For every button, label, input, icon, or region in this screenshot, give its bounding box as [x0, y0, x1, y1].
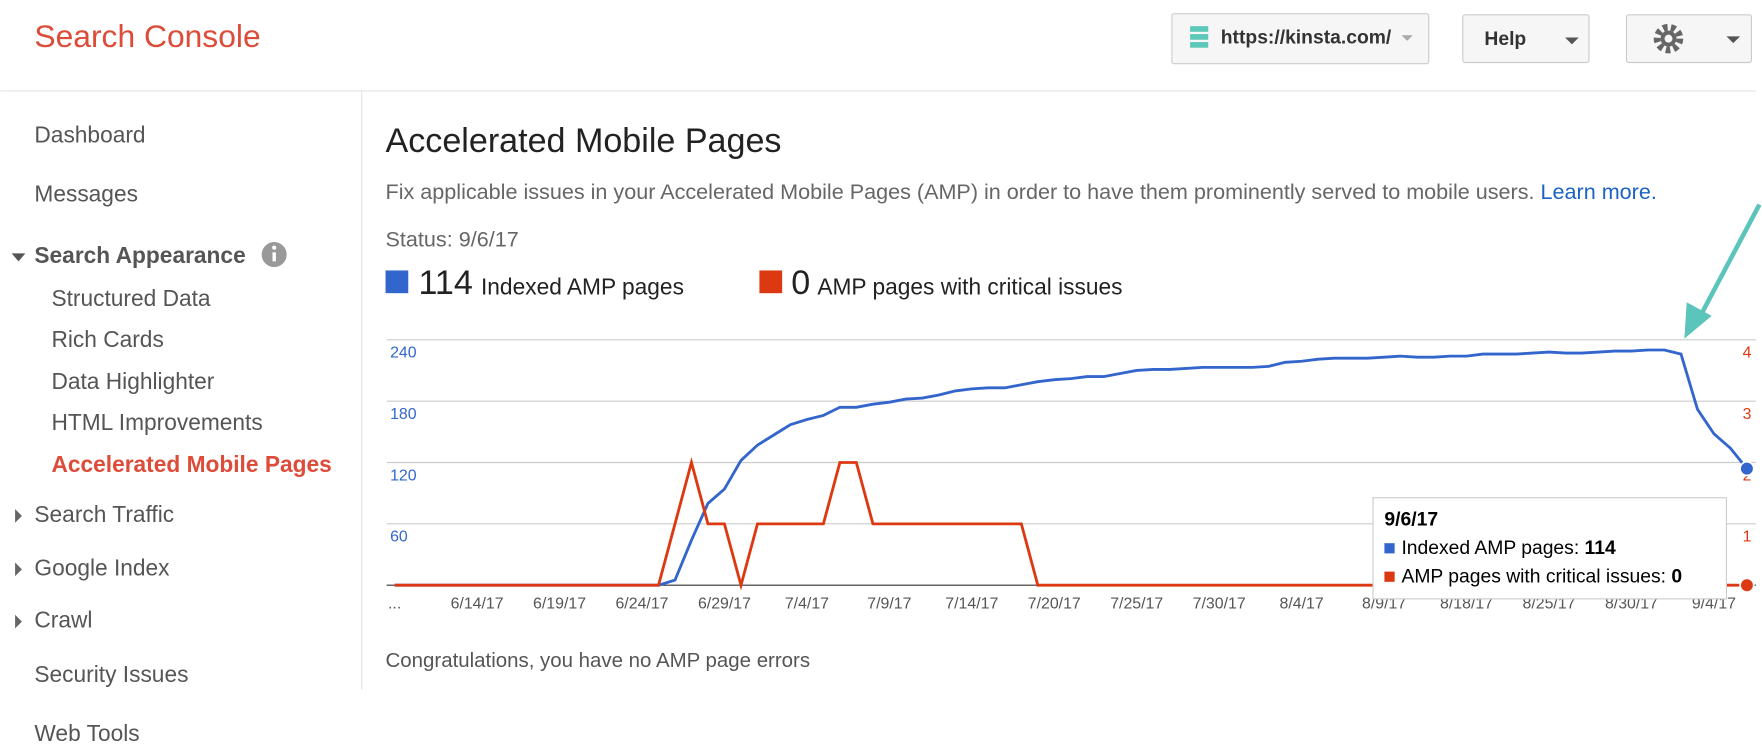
highlight-point — [1739, 577, 1755, 593]
nav-subitem-active[interactable]: Accelerated Mobile Pages — [51, 451, 331, 477]
legend-swatch — [759, 270, 783, 294]
tooltip-label: Indexed AMP pages: — [1401, 538, 1579, 559]
nav-item[interactable]: Messages — [34, 180, 138, 206]
y-tick-label: 180 — [390, 406, 417, 423]
x-tick-label: 7/25/17 — [1110, 596, 1163, 613]
tooltip-value: 0 — [1671, 566, 1682, 587]
nav-item[interactable]: Google Index — [34, 554, 170, 580]
annotation-arrow — [1684, 203, 1762, 339]
y-tick-label: 240 — [390, 345, 417, 362]
nav-item[interactable]: Security Issues — [34, 661, 188, 687]
description-text: Fix applicable issues in your Accelerate… — [386, 179, 1535, 204]
x-tick-label: ... — [388, 596, 401, 613]
x-tick-label: 9/4/17 — [1692, 596, 1736, 613]
legend-swatch — [385, 270, 409, 294]
x-tick-label: 8/30/17 — [1605, 596, 1658, 613]
nav-item[interactable]: Crawl — [34, 607, 92, 633]
info-icon[interactable] — [261, 242, 287, 268]
tooltip-swatch — [1384, 571, 1395, 582]
help-label: Help — [1484, 29, 1526, 50]
nav-item[interactable]: Dashboard — [34, 121, 145, 147]
site-url: https://kinsta.com/ — [1221, 28, 1392, 49]
settings-button[interactable] — [1625, 14, 1753, 64]
x-tick-label: 8/9/17 — [1362, 596, 1406, 613]
highlight-point — [1739, 460, 1755, 477]
page-title: Accelerated Mobile Pages — [386, 122, 782, 160]
tooltip-swatch — [1384, 543, 1395, 554]
help-button[interactable]: Help — [1462, 14, 1590, 64]
x-tick-label: 8/18/17 — [1440, 596, 1493, 613]
tooltip-value: 114 — [1585, 538, 1616, 559]
nav-subitem[interactable]: Data Highlighter — [51, 368, 214, 394]
summary-label: AMP pages with critical issues — [817, 274, 1122, 300]
tooltip-row: AMP pages with critical issues: 0 — [1401, 566, 1682, 587]
x-tick-label: 6/19/17 — [533, 596, 586, 613]
status: Status: 9/6/17 — [386, 227, 519, 252]
x-tick-label: 8/25/17 — [1522, 596, 1575, 613]
nav-subitem[interactable]: Structured Data — [51, 285, 210, 311]
nav-subitem[interactable]: Rich Cards — [51, 326, 163, 352]
nav-section[interactable]: Search Appearance — [34, 242, 245, 268]
site-selector[interactable]: https://kinsta.com/ — [1171, 13, 1430, 65]
note: Congratulations, you have no AMP page er… — [386, 649, 811, 672]
nav-item[interactable]: Search Traffic — [34, 501, 174, 527]
summary-value: 0 — [791, 264, 810, 302]
x-tick-label: 6/29/17 — [698, 596, 751, 613]
tooltip-label: AMP pages with critical issues: — [1401, 566, 1666, 587]
y-tick-label: 120 — [390, 467, 417, 484]
learn-more-link[interactable]: Learn more. — [1541, 179, 1657, 204]
y2-tick-label: 1 — [1743, 529, 1752, 546]
x-tick-label: 8/4/17 — [1280, 596, 1324, 613]
summary-label: Indexed AMP pages — [481, 274, 684, 300]
x-tick-label: 7/9/17 — [867, 596, 911, 613]
tooltip: 9/6/17 Indexed AMP pages: 114 AMP pages … — [1372, 497, 1728, 600]
x-tick-label: 7/30/17 — [1193, 596, 1246, 613]
tooltip-title: 9/6/17 — [1384, 510, 1438, 531]
description: Fix applicable issues in your Accelerate… — [386, 179, 1657, 204]
x-tick-label: 7/14/17 — [945, 596, 998, 613]
nav-item[interactable]: Web Tools — [34, 720, 139, 746]
y-tick-label: 60 — [390, 529, 408, 546]
x-tick-label: 6/14/17 — [451, 596, 504, 613]
x-tick-label: 7/4/17 — [785, 596, 829, 613]
expand-icon — [11, 253, 26, 262]
x-tick-label: 7/20/17 — [1028, 596, 1081, 613]
x-tick-label: 6/24/17 — [615, 596, 668, 613]
tooltip-row: Indexed AMP pages: 114 — [1401, 538, 1616, 559]
nav-subitem[interactable]: HTML Improvements — [51, 409, 262, 435]
y2-tick-label: 3 — [1743, 406, 1752, 423]
chart: 601201802401234...6/14/176/19/176/24/176… — [386, 339, 1756, 613]
app-title[interactable]: Search Console — [34, 18, 260, 54]
summary-value: 114 — [419, 264, 473, 302]
y2-tick-label: 4 — [1743, 345, 1752, 362]
